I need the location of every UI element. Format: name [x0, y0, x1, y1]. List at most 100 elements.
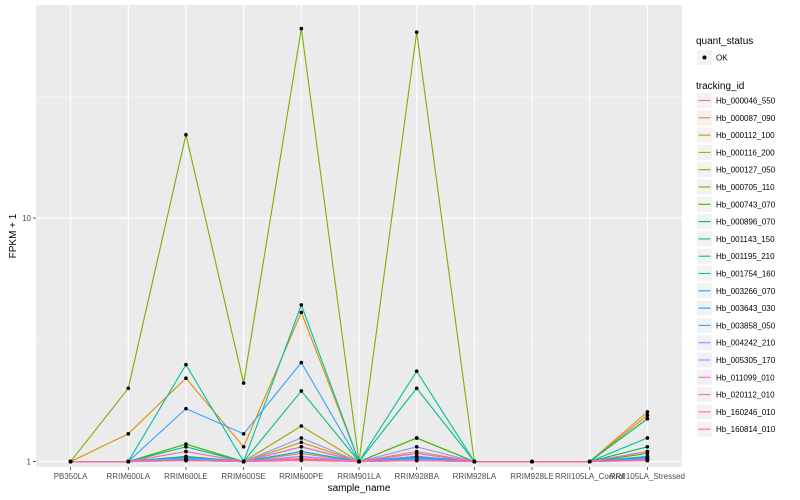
x-tick-label: RRIM600PE: [279, 472, 323, 481]
legend-item: Hb_011099_010: [697, 369, 775, 385]
legend-label: Hb_001754_160: [716, 270, 776, 279]
legend-tracking-id: Hb_000046_550 Hb_000087_090 Hb_000112_100 H…: [697, 93, 776, 437]
legend-label: Hb_005305_170: [716, 356, 776, 365]
y-axis: 1 10: [22, 214, 36, 467]
data-point: [241, 459, 246, 464]
data-point: [299, 436, 304, 440]
x-axis: PB350LA RRIM600LA RRIM600LE RRIM600SE RRIM60…: [54, 467, 685, 481]
data-point: [68, 459, 73, 464]
y-tick-label: 1: [27, 458, 32, 467]
data-point: [587, 459, 592, 464]
data-point: [184, 442, 188, 446]
x-tick-label: RRIM600LA: [106, 472, 150, 481]
legend-item: Hb_003266_070: [697, 283, 776, 299]
legend-label: Hb_000116_200: [716, 148, 775, 157]
x-axis-title: sample_name: [328, 483, 391, 494]
data-point: [299, 458, 304, 463]
data-point: [184, 376, 188, 380]
data-point: [184, 449, 188, 454]
legend-label: Hb_000896_070: [716, 218, 776, 227]
legend-label: Hb_020112_010: [716, 391, 775, 400]
x-tick-label: RRIM901LA: [337, 472, 381, 481]
data-point: [414, 444, 419, 449]
legend-label: Hb_160814_010: [716, 425, 776, 434]
legend-item: Hb_020112_010: [697, 387, 775, 403]
data-point: [299, 424, 304, 428]
data-point: [126, 459, 131, 464]
x-tick-label: RRIM928LA: [453, 472, 497, 481]
x-tick-label: RRIM928BA: [394, 472, 439, 481]
data-point: [126, 432, 131, 436]
data-point: [645, 449, 650, 454]
y-axis-title: FPKM + 1: [8, 213, 19, 258]
legend-quant-status-point: [702, 55, 707, 60]
data-point: [645, 436, 650, 440]
legend-item: Hb_001143_150: [697, 231, 775, 247]
data-point: [414, 30, 419, 34]
data-point: [299, 303, 304, 307]
x-tick-label: PB350LA: [54, 472, 88, 481]
legend-item: Hb_003858_050: [697, 317, 776, 333]
legend-label: Hb_003643_030: [716, 304, 776, 313]
data-point: [241, 444, 246, 449]
legend-label: Hb_000112_100: [716, 131, 775, 140]
x-tick-label: RRIM600LE: [164, 472, 208, 481]
legend-tracking-id-title: tracking_id: [696, 81, 744, 92]
legend-item: Hb_001195_210: [697, 248, 775, 264]
data-point: [184, 362, 188, 367]
x-tick-label: RRII105LA_Control: [555, 472, 625, 481]
legend-item: Hb_000087_090: [697, 110, 776, 126]
legend-item: Hb_001754_160: [697, 266, 776, 281]
data-point: [299, 310, 304, 315]
data-point: [530, 459, 534, 464]
legend-item: Hb_000705_110: [697, 179, 775, 195]
data-point: [299, 454, 304, 459]
data-point: [414, 451, 419, 456]
legend-label: Hb_000127_050: [716, 166, 776, 175]
data-point: [299, 440, 304, 445]
data-point: [184, 132, 188, 137]
data-point: [299, 449, 304, 454]
data-point: [645, 416, 650, 421]
data-point: [299, 444, 304, 449]
legend-item: Hb_003643_030: [697, 300, 776, 316]
data-point: [299, 389, 304, 393]
data-point: [645, 444, 650, 449]
legend-label: Hb_004242_210: [716, 339, 776, 348]
legend-item: Hb_000112_100: [697, 127, 775, 143]
legend-item: Hb_005305_170: [697, 352, 776, 368]
legend-label: Hb_000705_110: [716, 183, 775, 192]
y-tick-label: 10: [22, 214, 31, 223]
legend-item: Hb_000116_200: [697, 144, 775, 160]
data-point: [414, 436, 419, 440]
legend-label: Hb_001195_210: [716, 252, 775, 261]
data-point: [241, 432, 246, 436]
x-tick-label: RRII105LA_Stressed: [610, 472, 685, 481]
data-point: [184, 444, 188, 449]
legend-item: Hb_000046_550: [697, 93, 776, 108]
data-point: [414, 386, 419, 391]
data-point: [241, 381, 246, 385]
legend-quant-status-title: quant_status: [696, 36, 753, 47]
legend-item: Hb_160814_010: [697, 421, 776, 437]
data-point: [126, 386, 131, 391]
data-point: [472, 459, 477, 464]
series-points: [68, 26, 650, 464]
legend-label: Hb_001143_150: [716, 235, 775, 244]
legend-item: Hb_160246_010: [697, 404, 776, 420]
legend-label: Hb_003266_070: [716, 287, 776, 296]
legend-label: Hb_011099_010: [716, 373, 775, 382]
legend-label: Hb_000046_550: [716, 97, 776, 106]
data-point: [414, 454, 419, 459]
data-point: [299, 26, 304, 31]
data-point: [645, 413, 650, 418]
legend-item: Hb_000743_070: [697, 196, 776, 212]
legend-item: Hb_004242_210: [697, 335, 776, 351]
x-tick-label: RRIM928LE: [510, 472, 554, 481]
legend-quant-status-label: OK: [716, 54, 728, 63]
data-point: [299, 360, 304, 365]
x-tick-label: RRIM600SE: [221, 472, 265, 481]
legend-label: Hb_000087_090: [716, 114, 776, 123]
legend-label: Hb_000743_070: [716, 200, 776, 209]
